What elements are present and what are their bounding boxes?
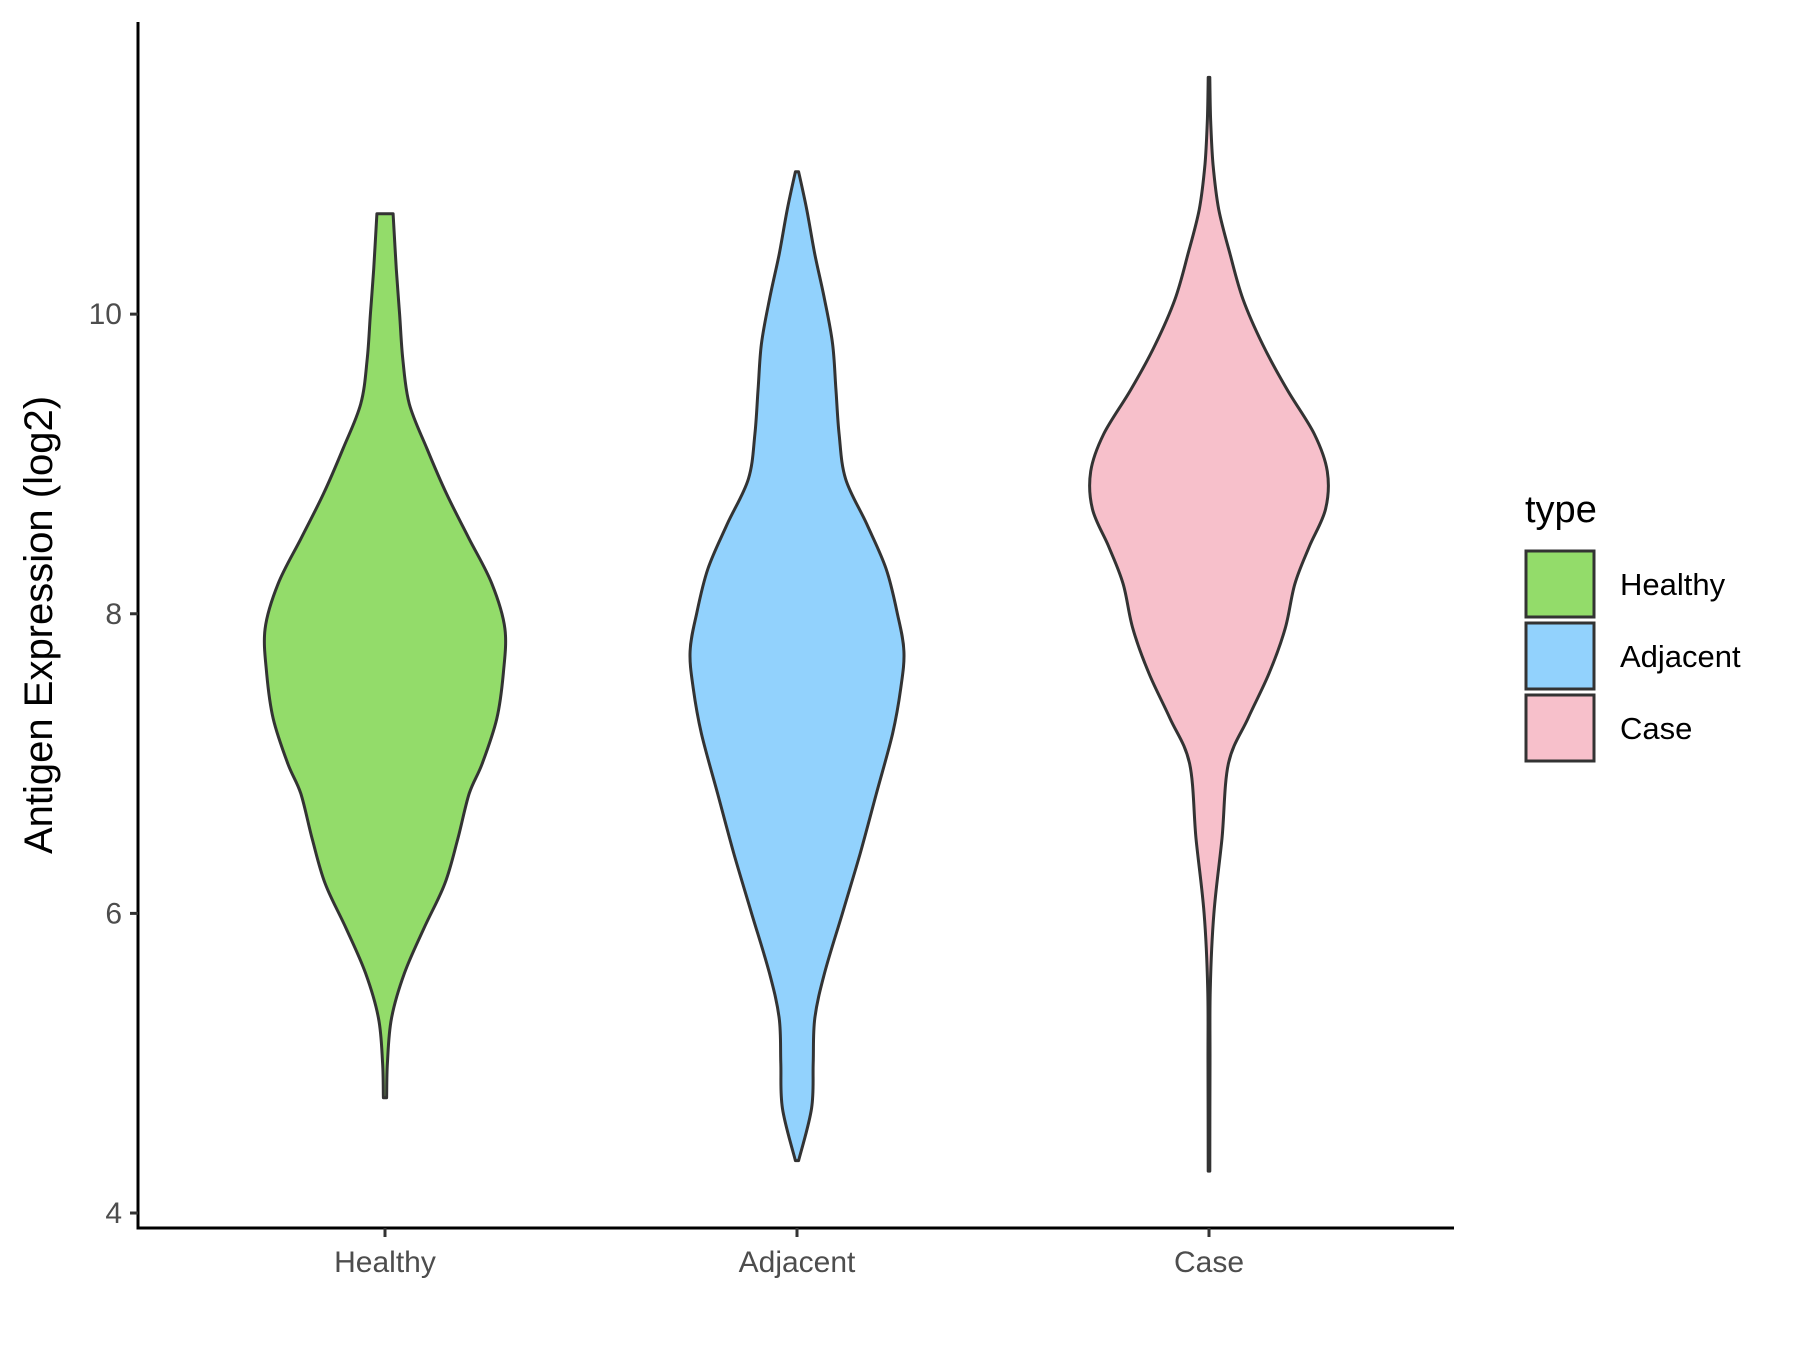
x-tick-label-healthy: Healthy xyxy=(334,1246,436,1279)
violin-layer xyxy=(262,75,1330,1173)
legend-title: type xyxy=(1525,489,1597,531)
x-tick-label-case: Case xyxy=(1174,1246,1244,1279)
legend-key-healthy xyxy=(1524,549,1596,619)
legend: type Healthy Adjacent Case xyxy=(1524,489,1741,763)
legend-label-case: Case xyxy=(1620,711,1692,746)
legend-key-case xyxy=(1524,693,1596,763)
y-axis-title: Antigen Expression (log2) xyxy=(17,396,61,854)
y-tick-label: 4 xyxy=(105,1197,122,1230)
y-tick-label: 10 xyxy=(89,298,122,331)
y-ticks: 4 6 8 10 xyxy=(89,298,138,1230)
legend-key-adjacent xyxy=(1524,621,1596,691)
legend-label-adjacent: Adjacent xyxy=(1620,639,1741,674)
legend-items: Healthy Adjacent Case xyxy=(1524,549,1741,763)
violin-healthy xyxy=(262,212,508,1100)
axes: 4 6 8 10 Healthy Adjacent Case xyxy=(89,22,1454,1279)
y-tick-label: 6 xyxy=(105,897,122,930)
y-tick-label: 8 xyxy=(105,598,122,631)
legend-label-healthy: Healthy xyxy=(1620,567,1726,602)
x-ticks: Healthy Adjacent Case xyxy=(334,1228,1244,1279)
violin-case xyxy=(1088,75,1330,1173)
violin-adjacent xyxy=(688,170,906,1163)
x-tick-label-adjacent: Adjacent xyxy=(739,1246,856,1279)
